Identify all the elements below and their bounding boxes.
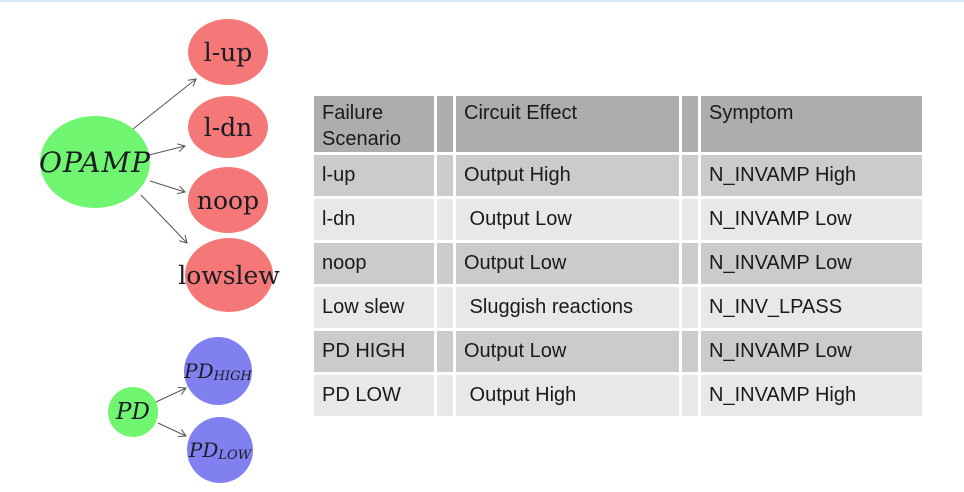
edge-opamp-lowslew (140, 194, 188, 244)
node-lowslew (185, 238, 273, 312)
cell-symptom: N_INV_LPASS (701, 287, 922, 328)
cell-failure-scenario: noop (314, 243, 434, 284)
window-top-edge (0, 0, 964, 2)
node-label-subscript-pd-low: LOW (217, 448, 252, 463)
node-label-l-up: l-up (204, 38, 253, 67)
cell-circuit-effect: Output Low (456, 199, 679, 240)
table-header-row: Failure Scenario Circuit Effect Symptom (314, 96, 922, 152)
node-pd (108, 387, 158, 437)
node-pd-high (184, 337, 252, 405)
node-label-opamp: OPAMP (39, 146, 151, 179)
node-label-pd: PD (115, 399, 150, 425)
cell-failure-scenario: PD HIGH (314, 331, 434, 372)
cell-symptom: N_INVAMP High (701, 375, 922, 416)
col-header-symptom: Symptom (701, 96, 922, 152)
cell-circuit-effect: Output High (456, 375, 679, 416)
table-row-l-dn: l-dn Output Low N_INVAMP Low (314, 199, 922, 240)
cell-circuit-effect: Sluggish reactions (456, 287, 679, 328)
table-body: l-up Output High N_INVAMP High l-dn Output … (314, 155, 922, 416)
cell-spacer (682, 375, 698, 416)
cell-spacer (437, 243, 453, 284)
node-l-up (188, 19, 268, 85)
node-label-lowslew: lowslew (178, 261, 280, 290)
failure-symptom-table: Failure Scenario Circuit Effect Symptom … (311, 93, 925, 419)
cell-spacer (437, 287, 453, 328)
cell-spacer (682, 155, 698, 196)
edge-opamp-l-dn (148, 143, 186, 156)
cell-spacer (437, 199, 453, 240)
table-row-low-slew: Low slew Sluggish reactions N_INV_LPASS (314, 287, 922, 328)
node-label-subscript-pd-high: HIGH (213, 369, 253, 384)
cell-symptom: N_INVAMP High (701, 155, 922, 196)
cell-spacer (437, 331, 453, 372)
node-l-dn (188, 96, 268, 158)
cell-failure-scenario: l-dn (314, 199, 434, 240)
table-row-l-up: l-up Output High N_INVAMP High (314, 155, 922, 196)
node-pd-low (187, 417, 253, 483)
cell-spacer (437, 155, 453, 196)
table-row-pd-low: PD LOW Output High N_INVAMP High (314, 375, 922, 416)
node-label-l-dn: l-dn (204, 113, 253, 142)
node-opamp (40, 116, 150, 208)
cell-spacer (437, 375, 453, 416)
cell-circuit-effect: Output Low (456, 331, 679, 372)
edge-pd-pd-low (157, 422, 187, 438)
cell-symptom: N_INVAMP Low (701, 199, 922, 240)
cell-spacer (682, 331, 698, 372)
table-row-noop: noop Output Low N_INVAMP Low (314, 243, 922, 284)
cell-symptom: N_INVAMP Low (701, 331, 922, 372)
cell-spacer (682, 243, 698, 284)
cell-spacer (682, 287, 698, 328)
header-spacer-1 (437, 96, 453, 152)
node-noop (188, 167, 268, 233)
cell-failure-scenario: l-up (314, 155, 434, 196)
col-header-circuit-effect: Circuit Effect (456, 96, 679, 152)
cell-symptom: N_INVAMP Low (701, 243, 922, 284)
node-label-pd-high: PDHIGH (183, 359, 252, 384)
cell-failure-scenario: Low slew (314, 287, 434, 328)
node-label-pd-low: PDLOW (188, 438, 253, 463)
col-header-failure-scenario: Failure Scenario (314, 96, 434, 152)
cell-failure-scenario: PD LOW (314, 375, 434, 416)
edge-opamp-noop (149, 180, 186, 195)
cell-circuit-effect: Output Low (456, 243, 679, 284)
header-spacer-2 (682, 96, 698, 152)
node-label-noop: noop (197, 186, 259, 215)
edge-pd-pd-high (155, 386, 187, 403)
edge-opamp-l-up (132, 78, 197, 130)
cell-circuit-effect: Output High (456, 155, 679, 196)
cell-spacer (682, 199, 698, 240)
failure-mode-diagram: OPAMP l-up l-dn noop lowslew PD PDHIGH PDLOW (39, 19, 280, 483)
table-row-pd-high: PD HIGH Output Low N_INVAMP Low (314, 331, 922, 372)
